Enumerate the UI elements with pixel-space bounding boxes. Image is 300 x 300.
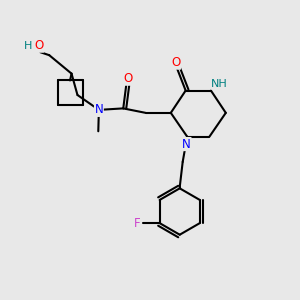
Text: N: N bbox=[182, 138, 191, 151]
Text: O: O bbox=[34, 39, 44, 52]
Text: N: N bbox=[94, 103, 103, 116]
Text: NH: NH bbox=[211, 79, 228, 89]
Text: O: O bbox=[123, 72, 132, 85]
Text: H: H bbox=[24, 41, 32, 51]
Text: O: O bbox=[171, 56, 181, 69]
Text: F: F bbox=[134, 217, 140, 230]
